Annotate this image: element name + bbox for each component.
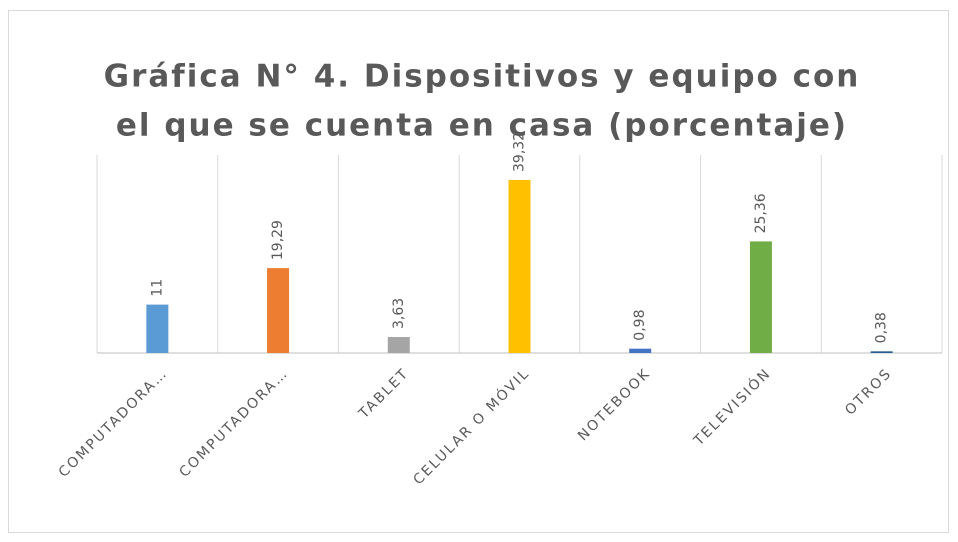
bar: [387, 337, 410, 353]
data-label: 0,98: [632, 310, 648, 341]
bar: [267, 268, 290, 353]
bar: [629, 348, 652, 353]
bar: [146, 304, 169, 353]
bar: [508, 179, 531, 353]
data-label: 3,63: [391, 298, 407, 329]
data-label: 39,32: [512, 132, 528, 172]
data-label: 19,29: [270, 220, 286, 260]
data-label: 0,38: [874, 312, 890, 343]
chart-title: el que se cuenta en casa (porcentaje): [116, 108, 848, 144]
chart-title: Gráfica N° 4. Dispositivos y equipo con: [104, 59, 861, 95]
bar: [870, 351, 893, 353]
data-label: 25,36: [753, 193, 769, 233]
chart-border: [8, 10, 949, 533]
bar: [749, 241, 772, 353]
data-label: 11: [149, 279, 165, 297]
